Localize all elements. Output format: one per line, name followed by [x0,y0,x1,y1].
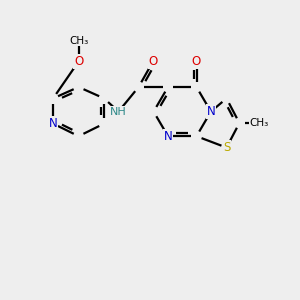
Text: O: O [192,55,201,68]
Text: NH: NH [110,106,127,117]
Text: S: S [223,141,230,154]
Text: CH₃: CH₃ [69,35,88,46]
Text: O: O [74,55,83,68]
Text: N: N [206,105,215,118]
Text: CH₃: CH₃ [250,118,269,128]
Text: N: N [49,117,58,130]
Text: O: O [148,55,158,68]
Text: N: N [164,130,172,143]
